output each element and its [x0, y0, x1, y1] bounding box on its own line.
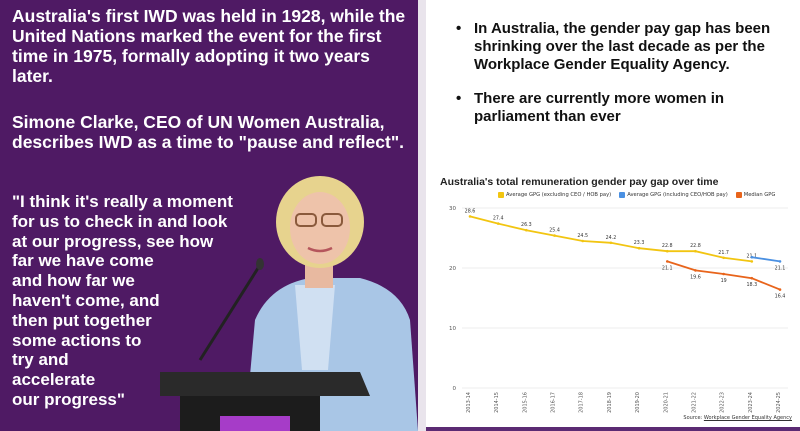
legend-label: Median GPG [743, 192, 776, 198]
data-label: 23.3 [634, 240, 645, 246]
data-label: 22.8 [662, 243, 673, 249]
data-point [496, 222, 500, 225]
data-label: 16.4 [775, 294, 786, 300]
quote-line: and how far we [12, 271, 135, 291]
x-tick-label: 2013-14 [466, 392, 472, 413]
series-line [751, 256, 781, 263]
data-label: 21.1 [662, 265, 673, 271]
inner-top [295, 285, 335, 370]
quote-line: our progress" [12, 389, 125, 409]
legend-swatch-yellow [498, 192, 504, 198]
podium-top [160, 372, 370, 396]
history-paragraph: Australia's first IWD was held in 1928, … [12, 6, 406, 86]
legend-item-average-excl: Average GPG (excluding CEO / HOB pay) [498, 192, 611, 198]
y-tick-label: 30 [449, 206, 456, 212]
quote-line: accelerate [12, 370, 96, 390]
x-tick-label: 2022-23 [720, 392, 726, 413]
quote-line: far we have come [12, 251, 154, 271]
panel-divider [418, 0, 426, 431]
chart-plot: 0 10 20 30 2013-14 2014-15 2015-16 2016-17 2017-… [449, 206, 788, 413]
data-label: 24.5 [577, 233, 588, 239]
legend-item-median: Median GPG [735, 192, 776, 198]
x-tick-label: 2016-17 [551, 392, 557, 413]
quote-line: try and [12, 350, 69, 370]
glasses-right [321, 213, 343, 227]
microphone-stem [198, 264, 262, 361]
legend-swatch-blue [619, 192, 626, 198]
pay-gap-chart: Australia's total remuneration gender pa… [436, 170, 798, 425]
legend-label: Average GPG (excluding CEO / HOB pay) [506, 192, 612, 198]
data-point [778, 288, 782, 291]
data-label: 19 [721, 278, 727, 284]
data-point [665, 260, 669, 263]
face [290, 192, 350, 264]
x-tick-label: 2020-21 [663, 392, 669, 413]
data-point [694, 269, 697, 272]
data-point [722, 256, 725, 260]
glasses-left [295, 213, 317, 227]
data-point [525, 228, 528, 232]
x-tick-label: 2017-18 [579, 392, 585, 413]
data-point [553, 234, 556, 237]
data-point [750, 276, 754, 280]
data-label: 22.8 [690, 243, 701, 249]
x-tick-label: 2014-15 [494, 392, 500, 413]
legend-item-average-incl: Average GPG (including CEO/HOB pay) [619, 192, 728, 198]
quote-line: some actions to [12, 330, 142, 350]
bullet-parliament: There are currently more women in parlia… [456, 90, 786, 126]
mouth [307, 246, 333, 253]
x-tick-label: 2019-20 [635, 392, 641, 413]
data-point [778, 260, 782, 263]
source-prefix: Source: [683, 415, 704, 421]
data-point [665, 249, 669, 253]
data-point [750, 255, 754, 259]
quote-line: for us to check in and look [12, 211, 228, 231]
bullet-pay-gap: In Australia, the gender pay gap has bee… [456, 20, 786, 74]
data-label: 24.2 [606, 235, 617, 241]
chart-title: Australia's total remuneration gender pa… [440, 176, 719, 188]
x-tick-label: 2015-16 [522, 392, 528, 413]
data-point [694, 249, 697, 253]
chart-legend: Average GPG (excluding CEO / HOB pay) Av… [498, 192, 775, 198]
x-tick-label: 2021-22 [691, 392, 697, 413]
x-tick-label: 2024-25 [776, 392, 782, 413]
data-point [468, 215, 472, 218]
quote-line: then put together [12, 310, 152, 330]
quote-paragraph: "I think it's really a moment for us to … [12, 192, 262, 410]
legend-swatch-orange [735, 192, 742, 198]
legend-label: Average GPG (including CEO/HOB pay) [627, 192, 728, 198]
quote-line: haven't come, and [12, 290, 160, 310]
data-label: 21.1 [775, 265, 786, 271]
data-label: 18.3 [746, 282, 757, 288]
y-tick-label: 20 [449, 266, 456, 272]
left-panel: Australia's first IWD was held in 1928, … [0, 0, 418, 431]
series-line [666, 260, 781, 291]
quote-line: "I think it's really a moment [12, 192, 233, 211]
speaker-photo [160, 176, 418, 431]
bullet-list: In Australia, the gender pay gap has bee… [456, 20, 786, 142]
data-point [609, 241, 613, 245]
data-point [750, 260, 754, 263]
data-point [581, 239, 585, 243]
right-panel: In Australia, the gender pay gap has bee… [426, 0, 800, 431]
source-link[interactable]: Workplace Gender Equality Agency [703, 415, 792, 421]
data-point [722, 272, 725, 276]
data-label: 19.6 [690, 274, 701, 280]
ceo-paragraph: Simone Clarke, CEO of UN Women Australia… [12, 112, 404, 152]
y-tick-label: 0 [453, 386, 457, 392]
data-label: 27.4 [493, 216, 504, 222]
data-label: 21.7 [718, 250, 729, 256]
x-tick-label: 2018-19 [607, 392, 613, 413]
data-label: 25.4 [549, 228, 560, 234]
podium-purple-panel [220, 416, 290, 431]
data-label: 26.3 [521, 222, 532, 228]
chart-source: Source: Workplace Gender Equality Agency [683, 415, 792, 421]
bottom-accent-bar [426, 427, 800, 431]
quote-line: at our progress, see how [12, 231, 214, 251]
y-tick-label: 10 [449, 326, 456, 332]
microphone-head [256, 258, 264, 270]
x-tick-label: 2023-24 [748, 392, 754, 413]
data-point [637, 246, 641, 250]
data-label: 28.6 [465, 208, 476, 214]
